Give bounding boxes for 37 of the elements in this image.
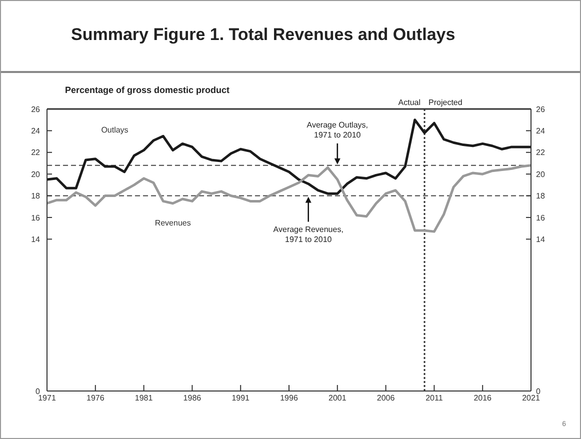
x-tick-label: 2001 bbox=[328, 394, 347, 403]
x-tick-label: 1991 bbox=[232, 394, 250, 403]
y-tick-label: 26 bbox=[31, 104, 41, 114]
x-tick-label: 1981 bbox=[134, 394, 154, 403]
x-tick-label: 2006 bbox=[376, 394, 396, 403]
y2-tick-label: 20 bbox=[536, 170, 546, 179]
x-tick-label: 2016 bbox=[474, 394, 492, 403]
annotation: Average Outlays, 1971 to 2010 bbox=[306, 120, 368, 140]
line-series bbox=[47, 118, 531, 195]
y2-tick-label: 16 bbox=[536, 213, 546, 222]
x-tick-label: 1976 bbox=[86, 394, 105, 403]
y2-tick-label: 24 bbox=[536, 126, 546, 136]
x-tick-label: 1986 bbox=[183, 394, 202, 403]
x-tick-label: 1996 bbox=[280, 394, 298, 403]
y-tick-label: 20 bbox=[31, 170, 41, 179]
text: Outlays bbox=[101, 125, 128, 134]
y2-tick-label: 14 bbox=[536, 234, 546, 244]
y-tick-label: 22 bbox=[31, 148, 41, 158]
annotation: Actual bbox=[398, 98, 421, 107]
chart-title: Summary Figure 1. Total Revenues and Outlays bbox=[71, 25, 456, 45]
y-axis-title: Percentage of gross domestic product bbox=[65, 85, 230, 95]
text: Revenues bbox=[154, 218, 191, 228]
y2-tick-label: 0 bbox=[536, 386, 541, 396]
x-tick-label: 2011 bbox=[426, 394, 444, 403]
y-tick-label: 24 bbox=[31, 126, 41, 136]
x-tick-label: 2021 bbox=[522, 394, 540, 403]
line-series bbox=[47, 164, 531, 233]
y2-tick-label: 22 bbox=[536, 148, 546, 158]
annotation: Projected bbox=[428, 98, 462, 107]
y2-tick-label: 18 bbox=[536, 192, 546, 201]
y-tick-label: 14 bbox=[31, 234, 41, 244]
annotation: Average Revenues, 1971 to 2010 bbox=[273, 224, 344, 244]
y-tick-label: 18 bbox=[31, 192, 41, 201]
x-tick-label: 1971 bbox=[38, 394, 56, 403]
y2-tick-label: 26 bbox=[536, 104, 546, 114]
y-tick-label: 0 bbox=[36, 386, 41, 396]
y-tick-label: 16 bbox=[31, 213, 41, 222]
